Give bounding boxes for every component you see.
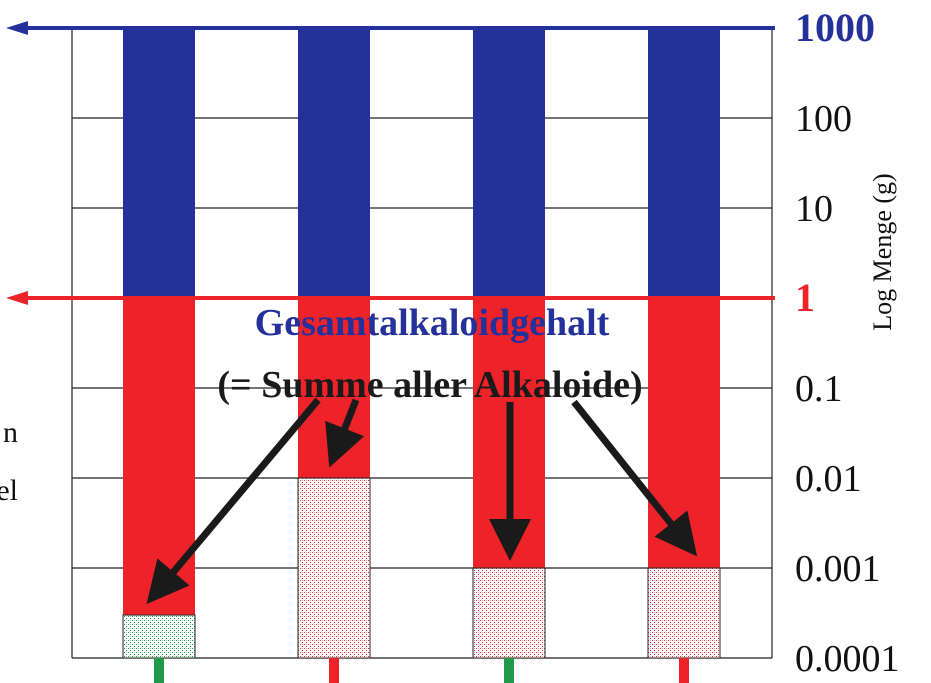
annotation-subtitle: (= Summe aller Alkaloide): [217, 364, 642, 406]
y-tick-label: 0.01: [795, 458, 862, 500]
y-tick-label: 0.0001: [795, 638, 900, 680]
y-tick-label: 0.001: [795, 548, 881, 590]
bar-single-alkaloid-segment: [472, 567, 546, 659]
reference-arrows: [6, 21, 775, 305]
bar-total-segment: [473, 28, 545, 298]
annotation-arrows: [146, 397, 698, 605]
cut-label-1: n: [3, 416, 18, 449]
category-marker: [154, 658, 164, 683]
category-markers: [154, 658, 689, 683]
annotation-title: Gesamtalkaloidgehalt: [255, 302, 610, 344]
category-marker: [504, 658, 514, 683]
y-tick-label: 100: [795, 98, 852, 140]
reference-arrowhead: [6, 291, 28, 305]
y-tick-label: 1000: [795, 5, 875, 50]
category-marker: [329, 658, 339, 683]
bar-total-segment: [123, 28, 195, 298]
annotation-arrow: [146, 397, 321, 605]
annotation-arrow: [571, 399, 698, 557]
y-tick-label: 0.1: [795, 368, 843, 410]
annotation-arrow: [325, 398, 365, 468]
bar-single-alkaloid-segment: [297, 477, 371, 659]
bar-single-alkaloid-segment: [122, 614, 196, 659]
y-tick-label: 10: [795, 188, 833, 230]
y-tick-label: 1: [795, 275, 815, 320]
cut-label-2: bel: [0, 474, 18, 507]
category-marker: [679, 658, 689, 683]
bar-alkaloid-segment: [648, 298, 720, 568]
bar-total-segment: [298, 28, 370, 298]
y-axis-title: Log Menge (g): [868, 173, 897, 330]
bar-total-segment: [648, 28, 720, 298]
bar-alkaloid-segment: [123, 298, 195, 616]
reference-arrowhead: [6, 21, 28, 35]
y-tick-labels: 1000 100 10 1 0.1 0.01 0.001 0.0001: [795, 5, 900, 680]
bar-single-alkaloid-segment: [647, 567, 721, 659]
